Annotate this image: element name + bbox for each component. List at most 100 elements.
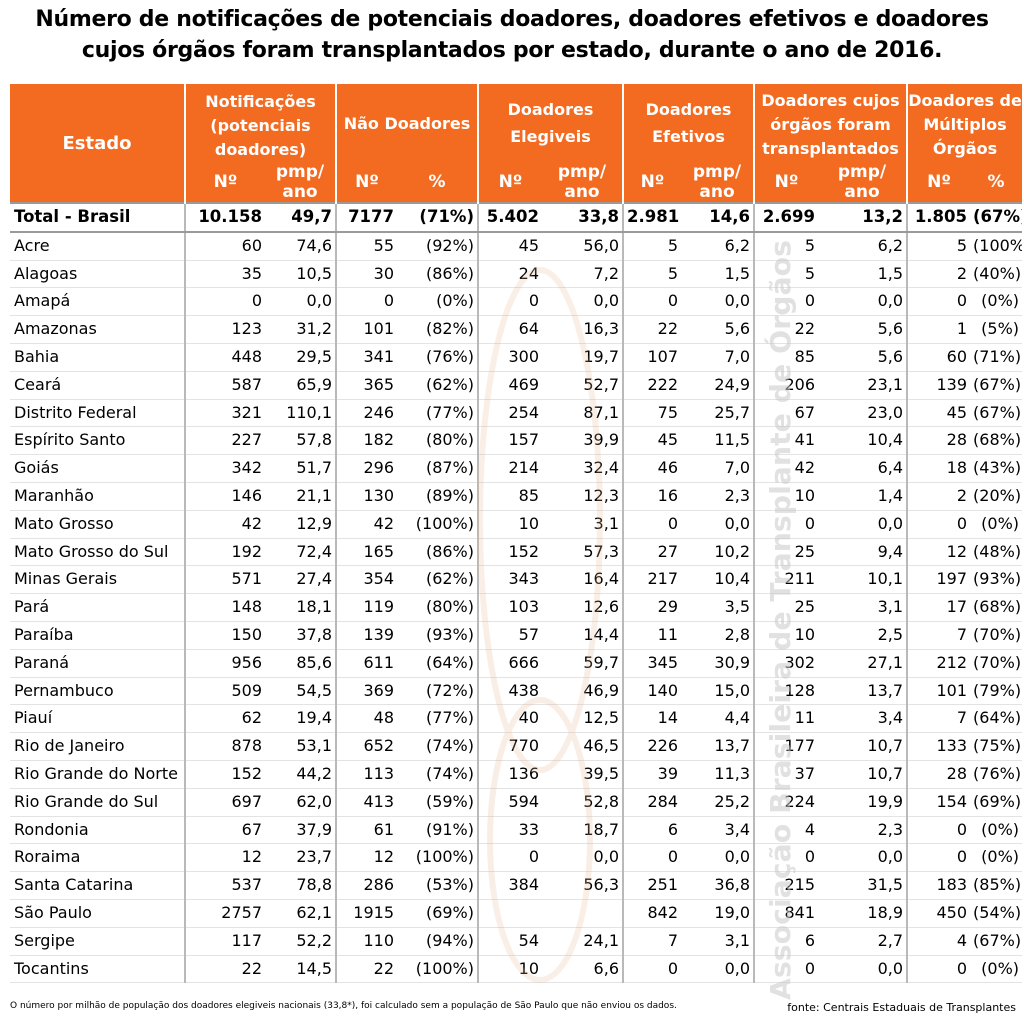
- value-cell: 85: [753, 343, 819, 372]
- value-cell: 150: [184, 621, 265, 650]
- value-cell: 2: [906, 482, 971, 511]
- value-cell: 110: [335, 927, 397, 956]
- value-cell: 130: [335, 482, 397, 511]
- value-cell: 16,3: [583, 319, 619, 339]
- value-cell: (74%): [425, 763, 474, 783]
- header-multiplos: Doadores de Múltiplos Órgãos: [906, 84, 1023, 162]
- value-cell: 302: [753, 649, 819, 678]
- table-row: Santa Catarina 537 78,8 286 (53%) 384 56,3 251 3…: [10, 871, 1023, 900]
- value-cell: 7: [906, 621, 971, 650]
- title-line-2: cujos órgãos foram transplantados por es…: [81, 38, 943, 63]
- donors-table: Estado Notificações (potenciais doadores…: [10, 84, 1023, 983]
- value-cell: 5,6: [877, 319, 904, 339]
- value-cell: (85%): [973, 875, 1022, 895]
- value-cell: 0: [753, 287, 819, 316]
- state-name-cell: Roraima: [14, 847, 81, 867]
- value-cell: 60: [184, 231, 265, 261]
- header-elegiveis: Doadores Elegiveis: [477, 84, 623, 162]
- table-body: Total - Brasil 10.158 49,7 7177 (71%) 5.402 33…: [10, 202, 1023, 983]
- value-cell: 18,1: [296, 597, 332, 617]
- value-cell: (79%): [973, 680, 1022, 700]
- value-cell: 54,5: [296, 680, 332, 700]
- value-cell: 133: [906, 732, 971, 761]
- value-cell: 5: [753, 231, 819, 261]
- value-cell: 24: [477, 260, 542, 288]
- value-cell: 571: [184, 565, 265, 594]
- value-cell: 119: [335, 593, 397, 622]
- value-cell: 154: [906, 788, 971, 817]
- value-cell: 2,3: [724, 485, 751, 505]
- value-cell: 39,9: [583, 430, 619, 450]
- value-cell: (80%): [425, 597, 474, 617]
- total-row: Total - Brasil 10.158 49,7 7177 (71%) 5.402 33…: [10, 202, 1023, 233]
- value-cell: (91%): [425, 819, 474, 839]
- value-cell: 16,4: [583, 569, 619, 589]
- state-name-cell: Rondonia: [14, 819, 89, 839]
- value-cell: 152: [477, 538, 542, 566]
- value-cell: 4,4: [724, 708, 751, 728]
- value-cell: 1: [906, 315, 971, 344]
- value-cell: 3,5: [724, 597, 751, 617]
- value-cell: 12: [184, 843, 265, 872]
- value-cell: 85: [477, 482, 542, 511]
- table-row: Rio Grande do Sul 697 62,0 413 (59%) 594 52,8 2…: [10, 788, 1023, 817]
- value-cell: 42: [335, 510, 397, 539]
- value-cell: 3,4: [724, 819, 751, 839]
- value-cell: 594: [477, 788, 542, 817]
- value-cell: 284: [622, 788, 681, 817]
- value-cell: [542, 899, 623, 927]
- header-num: Nº: [477, 162, 542, 203]
- value-cell: 4: [753, 816, 819, 844]
- state-name-cell: Distrito Federal: [14, 402, 137, 422]
- value-cell: 59,7: [583, 652, 619, 672]
- value-cell: 2757: [184, 899, 265, 928]
- value-cell: 2,8: [724, 624, 751, 644]
- value-cell: 286: [335, 871, 397, 900]
- value-cell: 10,4: [714, 569, 751, 589]
- value-cell: (64%): [973, 708, 1022, 728]
- value-cell: 1,5: [877, 263, 904, 283]
- value-cell: 28: [906, 426, 971, 455]
- value-cell: 226: [622, 732, 681, 761]
- value-cell: (53%): [425, 875, 474, 895]
- value-cell: 85,6: [296, 652, 332, 672]
- value-cell: (54%): [973, 902, 1022, 922]
- value-cell: 136: [477, 760, 542, 789]
- value-cell: 0,0: [877, 958, 904, 978]
- table-row: Roraima 12 23,7 12 (100%) 0 0,0 0 0,0 0 0,0 0 (0%): [10, 843, 1023, 872]
- table-row: Bahia 448 29,5 341 (76%) 300 19,7 107 7,0 85 5,6 60…: [10, 343, 1023, 372]
- value-cell: 19,9: [867, 791, 904, 811]
- table-row: Paraíba 150 37,8 139 (93%) 57 14,4 11 2,8 10 2,5 7(…: [10, 621, 1023, 650]
- value-cell: 67: [184, 816, 265, 844]
- value-cell: 57: [477, 621, 542, 650]
- value-cell: 177: [753, 732, 819, 761]
- value-cell: 2,7: [877, 930, 904, 950]
- table-row: Alagoas 35 10,5 30 (86%) 24 7,2 5 1,5 5 1,5 2 (40%): [10, 260, 1023, 288]
- value-cell: 157: [477, 426, 542, 455]
- value-cell: 14,4: [583, 624, 619, 644]
- value-cell: (67%): [973, 374, 1022, 394]
- value-cell: 57,3: [583, 541, 619, 561]
- value-cell: 22: [184, 955, 265, 983]
- value-cell: 14,6: [681, 202, 755, 233]
- value-cell: (71%): [397, 202, 478, 233]
- value-cell: 341: [335, 343, 397, 372]
- value-cell: 65,9: [296, 374, 332, 394]
- value-cell: 11,5: [714, 430, 751, 450]
- state-name-cell: Rio Grande do Sul: [14, 791, 159, 811]
- value-cell: 0: [753, 955, 819, 983]
- value-cell: 0,0: [724, 847, 751, 867]
- value-cell: 23,0: [867, 402, 904, 422]
- value-cell: 101: [335, 315, 397, 344]
- state-name-cell: Espírito Santo: [14, 430, 126, 450]
- value-cell: 666: [477, 649, 542, 678]
- header-pmp: pmp/ ano: [265, 162, 336, 203]
- value-cell: 5,6: [877, 346, 904, 366]
- table-row: Maranhão 146 21,1 130 (89%) 85 12,3 16 2,3 10 1,4 2…: [10, 482, 1023, 511]
- value-cell: 5: [622, 260, 681, 288]
- value-cell: (43%): [973, 458, 1022, 478]
- state-name-cell: Paraíba: [14, 624, 74, 644]
- value-cell: 697: [184, 788, 265, 817]
- value-cell: 212: [906, 649, 971, 678]
